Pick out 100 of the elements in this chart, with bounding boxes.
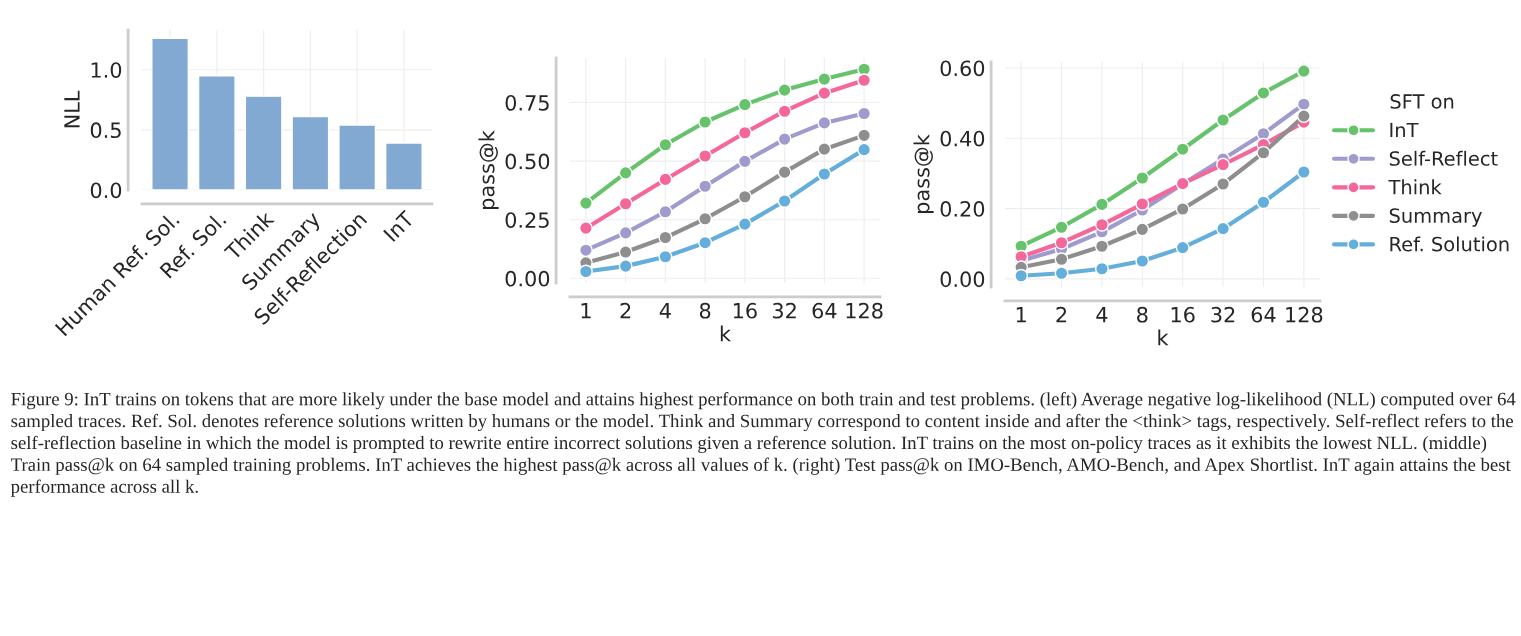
point — [618, 165, 633, 180]
point — [1014, 268, 1029, 283]
point — [618, 196, 633, 211]
point — [1135, 171, 1150, 185]
x-tick-label: 1 — [1016, 307, 1026, 323]
x-tick-label: 16 — [1171, 306, 1195, 323]
point — [658, 230, 673, 245]
point — [777, 104, 792, 119]
x-tick-label: 8 — [1137, 306, 1148, 323]
bar — [291, 115, 330, 190]
bar — [197, 75, 236, 190]
x-tick-label: 32 — [1211, 306, 1235, 323]
point — [777, 194, 792, 208]
point — [1175, 240, 1190, 255]
y-tick-label: 0.75 — [505, 94, 549, 111]
bar — [151, 37, 190, 190]
point — [658, 137, 673, 152]
point — [658, 249, 673, 264]
point — [817, 86, 832, 101]
x-tick-label: 8 — [699, 302, 711, 319]
legend-label: Ref. Solution — [1390, 236, 1509, 252]
x-tick-label: 64 — [1251, 306, 1276, 323]
point — [777, 165, 792, 180]
legend-label: Self-Reflect — [1389, 150, 1498, 166]
point — [618, 245, 633, 260]
y-tick-label: 0.5 — [90, 122, 121, 139]
point — [1296, 165, 1311, 179]
point — [737, 97, 752, 112]
point — [1175, 142, 1190, 157]
x-tick-label: 16 — [733, 302, 757, 319]
y-tick-label: 0.00 — [505, 270, 550, 287]
x-tick-label: 128 — [1286, 306, 1323, 323]
point — [1216, 113, 1231, 127]
point — [1216, 157, 1231, 172]
point — [658, 204, 673, 219]
point — [1094, 217, 1109, 232]
point — [578, 264, 593, 279]
point — [1216, 177, 1231, 191]
point — [817, 142, 832, 157]
point — [1256, 195, 1271, 210]
point — [578, 221, 593, 236]
point — [698, 115, 713, 129]
bar — [384, 142, 423, 190]
x-tick-label: 32 — [772, 302, 796, 319]
x-tick-label: 2 — [620, 302, 631, 319]
point — [737, 217, 752, 232]
point — [1094, 261, 1109, 276]
point — [1175, 202, 1190, 216]
point — [1054, 220, 1069, 235]
legend-title: SFT on — [1390, 94, 1454, 109]
point — [817, 115, 832, 130]
y-tick-label: 0.20 — [940, 201, 985, 217]
bar — [338, 124, 377, 190]
point — [618, 225, 633, 240]
bar — [244, 95, 283, 190]
point — [737, 154, 752, 169]
legend-label: InT — [1390, 122, 1419, 138]
point — [1296, 109, 1311, 124]
point — [698, 235, 713, 250]
point — [777, 83, 792, 98]
point — [737, 125, 752, 140]
point — [1094, 239, 1109, 254]
y-axis-title: pass@k — [478, 130, 499, 209]
x-tick-label: 4 — [1096, 307, 1108, 323]
x-axis-title: k — [720, 325, 731, 342]
point — [578, 196, 593, 211]
x-tick-label: 64 — [812, 302, 837, 319]
y-tick-label: 0.0 — [90, 182, 122, 199]
point — [1216, 221, 1231, 236]
caption: Figure 9: InT trains on tokens that are more likely under the base model and attains highest performance on both train and test problems. (left) Average negative log-likelihood (NLL) computed over 64 sampled traces. Ref. Sol. denotes reference solutions written by humans or the model. Think and Summary correspond to content inside and after the <think> tags, respectively. Self-reflect refers to the self-reflection baseline in which the model is prompted to rewrite entire incorrect solutions given a reference solution. InT trains on the most on-policy traces as it exhibits the lowest NLL. (middle) Train pass@k on 64 sampled training problems. InT achieves the highest pass@k across all values of k. (right) Test pass@k on IMO-Bench, AMO-Bench, and Apex Shortlist. InT again attains the best performance across all k. — [10, 392, 1516, 497]
x-tick-label: InT — [383, 209, 416, 242]
point — [857, 128, 872, 143]
point — [857, 73, 872, 88]
legend-label: Think — [1388, 179, 1442, 195]
point — [817, 72, 832, 87]
y-axis-title: NLL — [64, 90, 80, 128]
point — [1135, 222, 1150, 237]
x-tick-label: 128 — [846, 302, 883, 319]
y-tick-label: 0.50 — [505, 153, 550, 170]
point — [658, 172, 673, 187]
point — [1296, 97, 1311, 112]
point — [1094, 197, 1109, 212]
point — [698, 179, 713, 194]
point — [1256, 145, 1271, 160]
point — [1054, 252, 1069, 267]
point — [1054, 266, 1069, 281]
point — [1135, 254, 1150, 268]
point — [618, 259, 633, 274]
point — [777, 132, 792, 147]
point — [698, 211, 713, 226]
y-tick-label: 0.00 — [940, 271, 985, 288]
point — [1135, 197, 1150, 211]
x-tick-label: 4 — [659, 303, 671, 319]
y-axis-title: pass@k — [913, 134, 934, 213]
y-tick-label: 0.40 — [940, 130, 985, 147]
y-tick-label: 1.0 — [91, 62, 122, 78]
point — [857, 142, 872, 157]
point — [1296, 64, 1311, 79]
x-axis-title: k — [1158, 329, 1169, 346]
point — [578, 243, 593, 258]
